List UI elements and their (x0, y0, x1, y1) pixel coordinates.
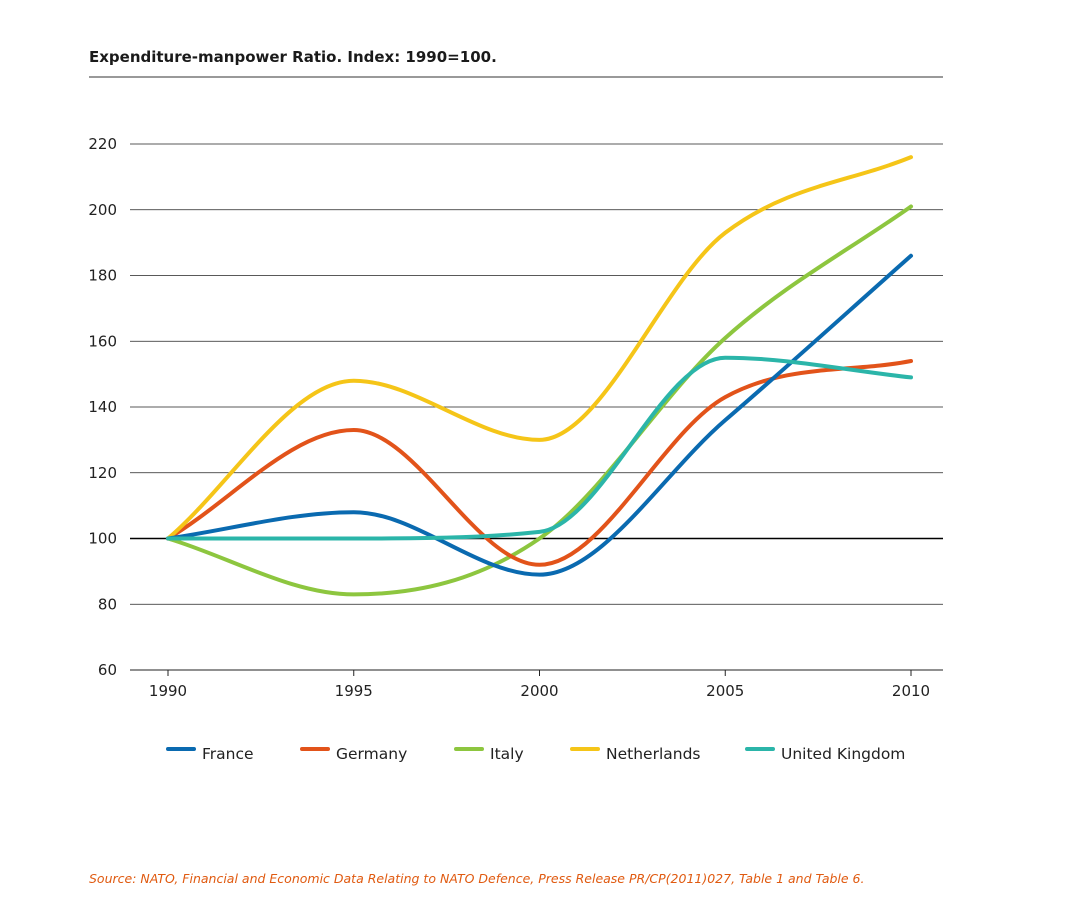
series-line-italy (166, 204, 913, 597)
y-tick-label: 120 (88, 464, 117, 482)
y-tick-label: 80 (98, 595, 117, 613)
legend-label: France (202, 745, 254, 763)
legend-label: Germany (336, 745, 407, 763)
x-tick-label: 2000 (520, 682, 558, 700)
legend-label: United Kingdom (781, 745, 905, 763)
x-tick-label: 1990 (149, 682, 187, 700)
series-line-united-kingdom (166, 355, 913, 541)
chart-title: Expenditure-manpower Ratio. Index: 1990=… (89, 48, 497, 66)
series-line-netherlands (166, 155, 913, 541)
legend: France Germany Italy Netherlands United King… (166, 745, 905, 763)
y-tick-label: 200 (88, 201, 117, 219)
legend-label: Italy (490, 745, 524, 763)
y-axis: 60 80 100 120 140 160 180 200 220 (88, 135, 117, 679)
source-note: Source: NATO, Financial and Economic Dat… (89, 871, 865, 886)
x-tick-label: 2005 (706, 682, 744, 700)
y-tick-label: 160 (88, 332, 117, 350)
y-tick-label: 180 (88, 267, 117, 285)
y-tick-label: 60 (98, 661, 117, 679)
y-tick-label: 100 (88, 530, 117, 548)
legend-label: Netherlands (606, 745, 700, 763)
y-tick-label: 140 (88, 398, 117, 416)
series-line-germany (166, 358, 913, 567)
x-axis: 1990 1995 2000 2005 2010 (130, 669, 943, 700)
x-tick-label: 2010 (892, 682, 930, 700)
y-tick-label: 220 (88, 135, 117, 153)
series-line-france (166, 253, 913, 577)
series-lines (166, 155, 913, 597)
x-tick-label: 1995 (335, 682, 373, 700)
gridlines (130, 143, 943, 605)
